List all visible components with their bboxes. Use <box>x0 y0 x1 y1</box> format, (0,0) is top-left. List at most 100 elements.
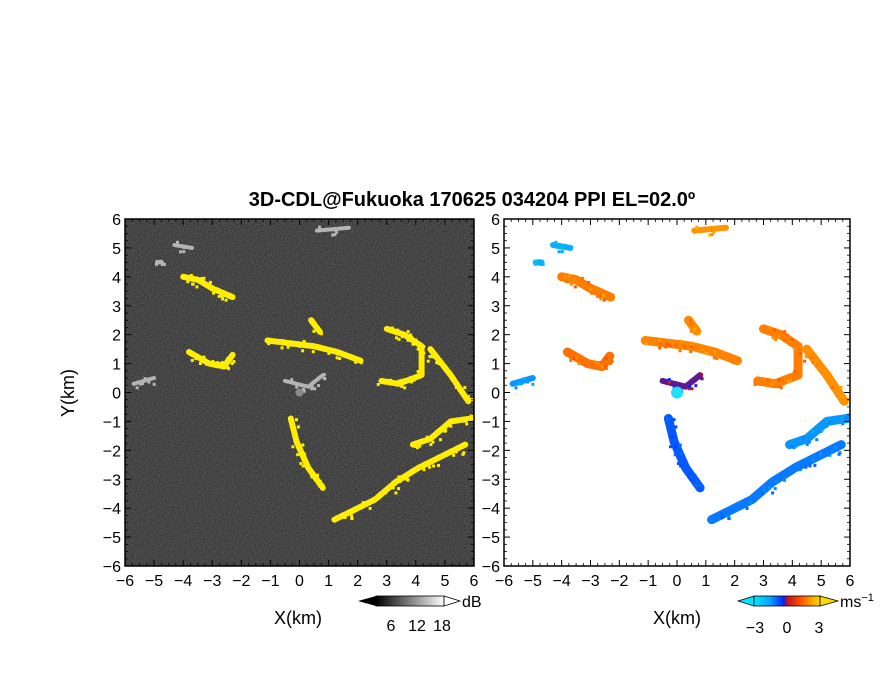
echo-speckle <box>212 291 216 295</box>
echo-se-east <box>785 414 850 450</box>
echo-speckle <box>313 387 317 391</box>
x-tick-label: −6 <box>116 573 134 590</box>
echo-speckle <box>776 385 780 389</box>
echo-speckle <box>160 262 164 266</box>
echo-speckle <box>572 277 576 281</box>
echo-speckle <box>779 386 783 390</box>
echo-speckle <box>403 377 407 381</box>
echo-speckle <box>397 475 401 479</box>
echo-speckle <box>813 463 817 467</box>
echo-speckle <box>713 352 717 356</box>
echo-speckle <box>410 380 414 384</box>
echo-speckle <box>291 445 295 449</box>
x-tick-label: −2 <box>232 573 250 590</box>
echo-speckle <box>202 355 206 359</box>
echo-speckle <box>820 429 824 433</box>
echo-speckle <box>147 380 151 384</box>
echo-far-east-band <box>802 344 849 406</box>
echo-speckle <box>182 250 186 254</box>
echo-speckle <box>679 464 683 468</box>
echo-speckle <box>293 435 297 439</box>
echo-speckle <box>342 512 346 516</box>
echo-speckle <box>189 273 193 277</box>
echo-speckle <box>786 335 790 339</box>
echo-speckle <box>675 344 679 348</box>
echo-speckle <box>793 370 797 374</box>
echo-speckle <box>394 491 398 495</box>
echo-speckle <box>819 452 823 456</box>
echo-speckle <box>343 515 347 519</box>
echo-speckle <box>526 380 530 384</box>
echo-speckle <box>589 360 593 364</box>
echo-speckle <box>763 379 767 383</box>
echo-speckle <box>334 228 338 232</box>
echo-speckle <box>372 500 376 504</box>
x-tick-label: −1 <box>261 573 279 590</box>
echo-speckle <box>294 418 298 422</box>
echo-speckle <box>815 438 819 442</box>
echo-speckle <box>670 435 674 439</box>
echo-speckle <box>753 382 757 386</box>
echo-speckle <box>179 250 183 254</box>
echo-speckle <box>412 340 416 344</box>
echo-speckle <box>421 357 425 361</box>
echo-speckle <box>534 259 538 263</box>
echo-speckle <box>689 322 693 326</box>
echo-speckle <box>760 491 764 495</box>
y-tick-label: −4 <box>482 501 500 518</box>
echo-speckle <box>347 355 351 359</box>
y-tick-label: −6 <box>482 559 500 576</box>
x-tick-label: 3 <box>382 573 391 590</box>
echo-speckle <box>804 465 808 469</box>
echo-speckle <box>569 358 573 362</box>
echo-speckle <box>789 340 793 344</box>
echo-speckle <box>811 361 815 365</box>
echo-speckle <box>724 355 728 359</box>
echo-speckle <box>789 378 793 382</box>
echo-speckle <box>688 318 692 322</box>
echo-speckle <box>689 329 693 333</box>
echo-speckle <box>449 424 453 428</box>
echo-speckle <box>763 486 767 490</box>
echo-speckle <box>712 231 716 235</box>
echo-speckle <box>287 342 291 346</box>
echo-speckle <box>690 387 694 391</box>
echo-speckle <box>602 298 606 302</box>
colorbar-unit-base: ms <box>840 594 861 611</box>
echo-speckle <box>185 275 189 279</box>
echo-speckle <box>687 387 691 391</box>
echo-speckle <box>312 345 316 349</box>
echo-speckle <box>811 429 815 433</box>
echo-speckle <box>224 298 228 302</box>
x-tick-label: −2 <box>610 573 628 590</box>
echo-speckle <box>595 362 599 366</box>
echo-speckle <box>704 351 708 355</box>
echo-speckle <box>531 382 535 386</box>
echo-speckle <box>783 478 787 482</box>
echo-speckle <box>710 233 714 237</box>
echo-speckle <box>436 455 440 459</box>
echo-speckle <box>674 343 678 347</box>
echo-speckle <box>841 422 845 426</box>
echo-speckle <box>790 338 794 342</box>
x-tick-label: 6 <box>846 573 855 590</box>
echo-speckle <box>296 343 300 347</box>
echo-speckle <box>837 452 841 456</box>
echo-speckle <box>463 394 467 398</box>
echo-speckle <box>384 491 388 495</box>
echo-speckle <box>226 357 230 361</box>
echo-speckle <box>694 384 698 388</box>
echo-speckle <box>644 342 648 346</box>
echo-speckle <box>310 387 314 391</box>
echo-speckle <box>568 273 572 277</box>
x-tick-label: −4 <box>174 573 192 590</box>
echo-speckle <box>745 506 749 510</box>
echo-speckle <box>152 382 156 386</box>
echo-speckle <box>311 318 315 322</box>
x-tick-label: 1 <box>701 573 710 590</box>
echo-speckle <box>217 294 221 298</box>
echo-speckle <box>777 378 781 382</box>
echo-speckle <box>200 277 204 281</box>
echo-speckle <box>780 477 784 481</box>
echo-speckle <box>452 453 456 457</box>
